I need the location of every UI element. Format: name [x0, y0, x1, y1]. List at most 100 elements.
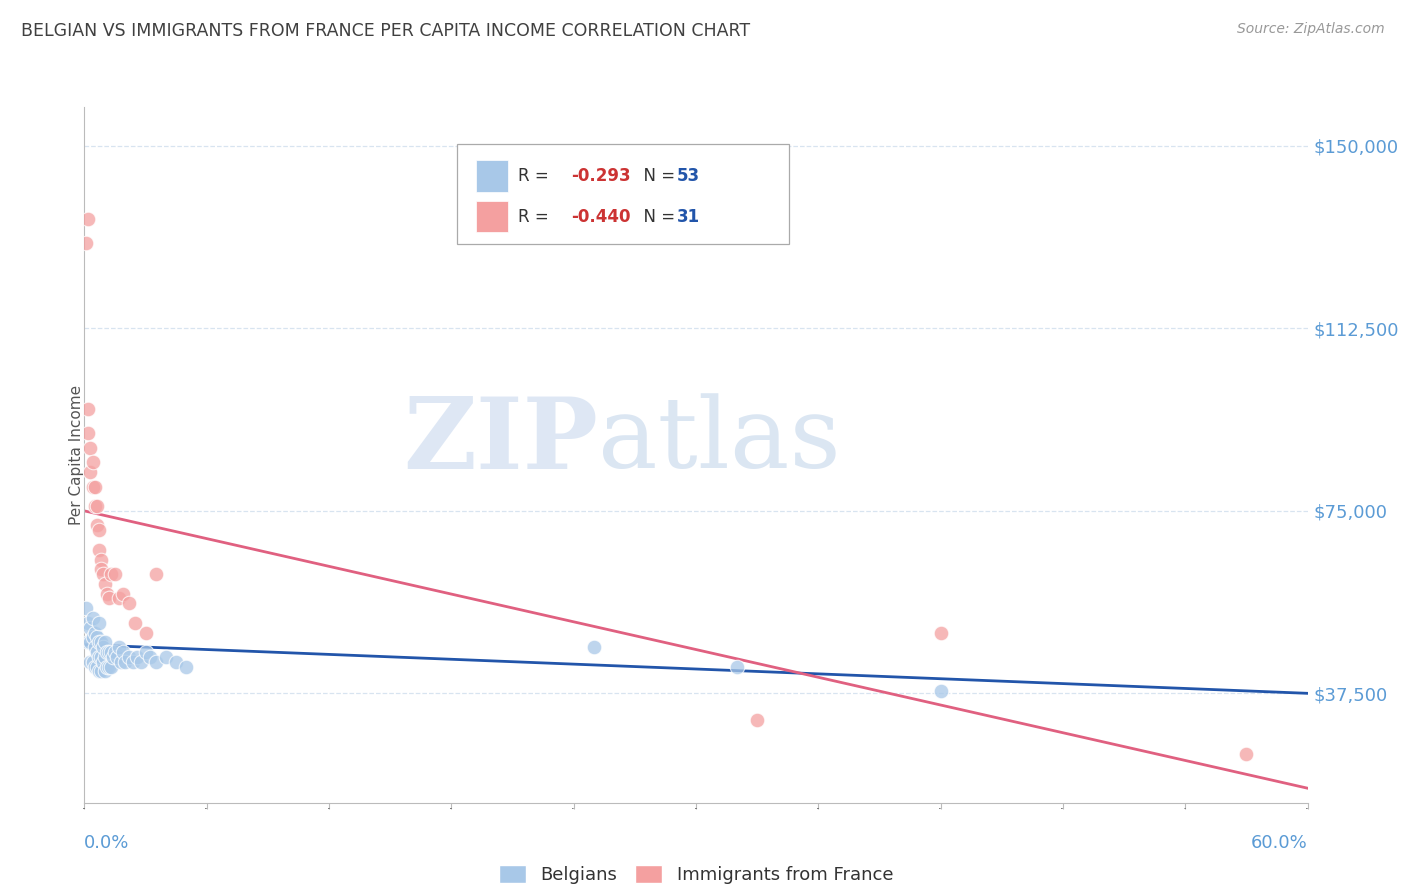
Point — [747, 713, 769, 727]
Point — [79, 655, 101, 669]
Text: 53: 53 — [676, 167, 700, 185]
Point — [108, 640, 131, 654]
Point — [90, 635, 112, 649]
Point — [77, 211, 100, 226]
Point — [118, 596, 141, 610]
Point — [90, 665, 112, 679]
Point — [929, 625, 952, 640]
Point — [79, 465, 101, 479]
Point — [124, 615, 146, 630]
Text: 60.0%: 60.0% — [1251, 834, 1308, 852]
Point — [86, 645, 108, 659]
Point — [104, 645, 127, 659]
Point — [82, 611, 104, 625]
Point — [96, 586, 118, 600]
Point — [83, 479, 105, 493]
Point — [86, 518, 108, 533]
Text: R =: R = — [517, 208, 554, 226]
Text: atlas: atlas — [598, 393, 841, 489]
Point — [82, 479, 104, 493]
Text: -0.293: -0.293 — [571, 167, 631, 185]
Text: Source: ZipAtlas.com: Source: ZipAtlas.com — [1237, 22, 1385, 37]
Point — [135, 625, 157, 640]
Point — [155, 649, 177, 664]
Point — [79, 621, 101, 635]
Point — [90, 552, 112, 566]
Point — [97, 591, 120, 606]
Point — [87, 635, 110, 649]
Point — [75, 601, 97, 615]
Point — [100, 659, 122, 673]
Point — [135, 645, 157, 659]
Point — [100, 567, 122, 582]
Point — [77, 401, 100, 416]
Point — [112, 645, 135, 659]
Point — [86, 659, 108, 673]
Text: BELGIAN VS IMMIGRANTS FROM FRANCE PER CAPITA INCOME CORRELATION CHART: BELGIAN VS IMMIGRANTS FROM FRANCE PER CA… — [21, 22, 751, 40]
Point — [82, 455, 104, 469]
Point — [87, 542, 110, 557]
Text: -0.440: -0.440 — [571, 208, 630, 226]
Point — [91, 640, 114, 654]
Point — [114, 655, 136, 669]
Point — [86, 499, 108, 513]
Point — [929, 684, 952, 698]
Text: N =: N = — [633, 208, 681, 226]
Point — [93, 635, 117, 649]
Y-axis label: Per Capita Income: Per Capita Income — [69, 384, 83, 525]
Point — [104, 567, 127, 582]
Point — [93, 577, 117, 591]
Point — [91, 567, 114, 582]
Point — [165, 655, 187, 669]
Point — [725, 659, 748, 673]
Point — [131, 655, 153, 669]
Point — [79, 441, 101, 455]
Point — [87, 665, 110, 679]
Point — [145, 567, 167, 582]
Text: 0.0%: 0.0% — [84, 834, 129, 852]
Point — [145, 655, 167, 669]
Point — [83, 640, 105, 654]
Point — [91, 655, 114, 669]
Point — [79, 635, 101, 649]
Point — [82, 655, 104, 669]
Point — [77, 425, 100, 440]
Point — [83, 659, 105, 673]
Point — [108, 591, 131, 606]
Text: N =: N = — [633, 167, 681, 185]
Text: 31: 31 — [676, 208, 700, 226]
Point — [118, 649, 141, 664]
Point — [122, 655, 145, 669]
Point — [93, 665, 117, 679]
Point — [138, 649, 160, 664]
Point — [97, 659, 120, 673]
Point — [87, 615, 110, 630]
Point — [75, 236, 97, 251]
Point — [87, 649, 110, 664]
Point — [96, 645, 118, 659]
Point — [90, 649, 112, 664]
Point — [583, 640, 606, 654]
Point — [110, 655, 132, 669]
Point — [101, 649, 124, 664]
Point — [97, 645, 120, 659]
Point — [83, 499, 105, 513]
Legend: Belgians, Immigrants from France: Belgians, Immigrants from France — [499, 865, 893, 884]
Point — [96, 659, 118, 673]
Point — [100, 645, 122, 659]
Point — [105, 649, 128, 664]
Text: R =: R = — [517, 167, 554, 185]
Point — [112, 586, 135, 600]
Point — [87, 524, 110, 538]
Point — [82, 631, 104, 645]
Point — [86, 631, 108, 645]
Point — [83, 625, 105, 640]
Point — [77, 615, 100, 630]
Point — [90, 562, 112, 576]
Point — [1236, 747, 1258, 761]
Point — [93, 649, 117, 664]
Text: ZIP: ZIP — [404, 392, 598, 490]
Point — [176, 659, 198, 673]
Point — [127, 649, 149, 664]
Point — [77, 635, 100, 649]
